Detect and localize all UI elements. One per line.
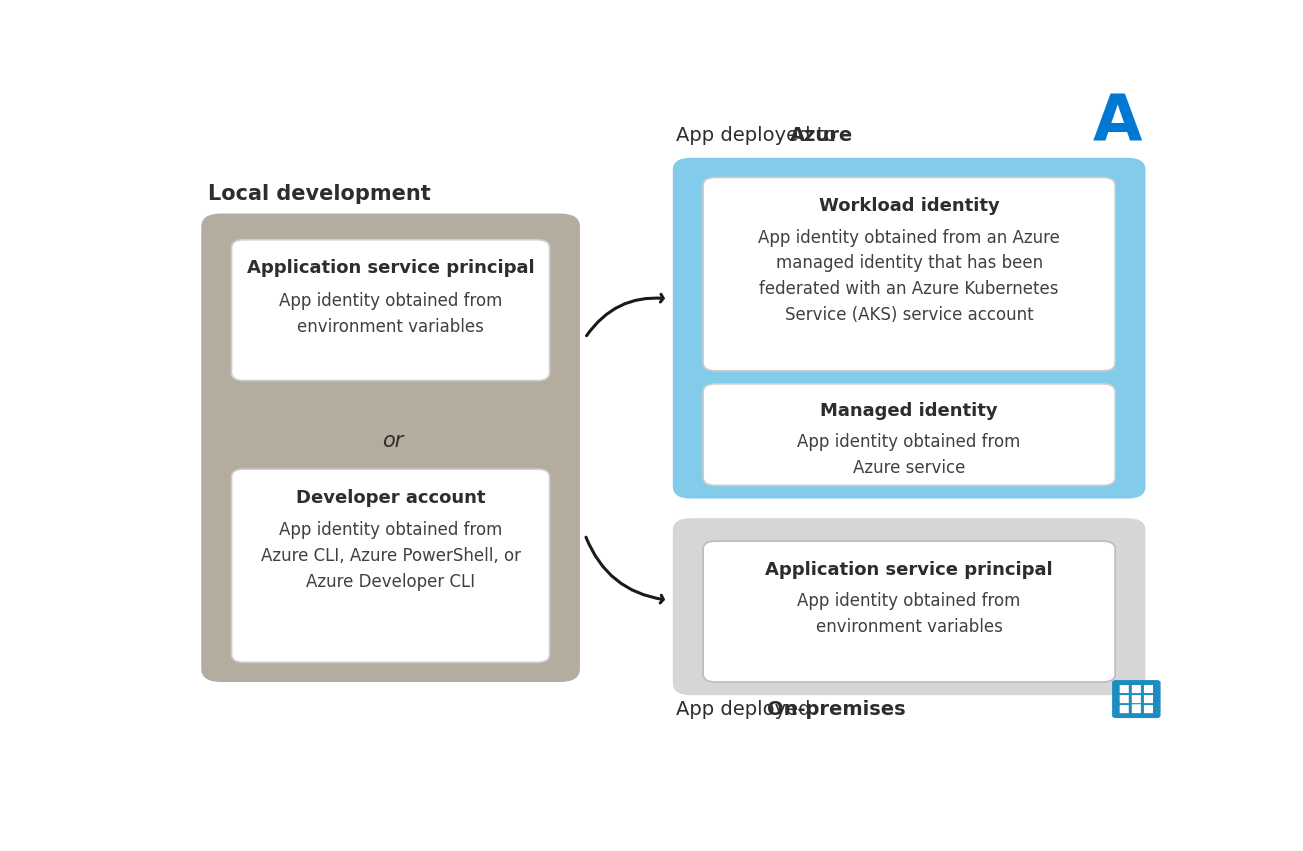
FancyBboxPatch shape [1132,695,1141,703]
Text: App identity obtained from an Azure
managed identity that has been
federated wit: App identity obtained from an Azure mana… [758,229,1061,323]
Text: A: A [1092,93,1141,155]
FancyBboxPatch shape [1144,705,1153,713]
FancyBboxPatch shape [1113,680,1161,718]
FancyBboxPatch shape [1132,685,1141,693]
Text: or: or [382,431,404,451]
FancyBboxPatch shape [1132,705,1141,713]
Text: App identity obtained from
Azure service: App identity obtained from Azure service [797,433,1020,477]
FancyBboxPatch shape [1144,685,1153,693]
Text: Local development: Local development [208,184,431,203]
FancyBboxPatch shape [1119,705,1128,713]
FancyBboxPatch shape [672,157,1145,499]
Text: Managed identity: Managed identity [821,403,998,420]
FancyBboxPatch shape [1144,695,1153,703]
Text: App deployed to: App deployed to [676,126,843,145]
Text: App identity obtained from
Azure CLI, Azure PowerShell, or
Azure Developer CLI: App identity obtained from Azure CLI, Az… [261,522,521,591]
FancyBboxPatch shape [201,214,580,682]
FancyBboxPatch shape [704,541,1115,682]
Text: Developer account: Developer account [296,488,485,506]
Text: On-premises: On-premises [766,700,906,719]
Text: Azure: Azure [790,126,853,145]
Text: Application service principal: Application service principal [765,561,1053,579]
FancyBboxPatch shape [1119,695,1128,703]
FancyBboxPatch shape [232,469,550,662]
FancyBboxPatch shape [672,518,1145,695]
Text: App identity obtained from
environment variables: App identity obtained from environment v… [279,292,502,336]
Text: Application service principal: Application service principal [246,260,534,277]
Text: App deployed: App deployed [676,700,817,719]
Text: App identity obtained from
environment variables: App identity obtained from environment v… [797,592,1020,636]
FancyBboxPatch shape [1119,685,1128,693]
Text: Workload identity: Workload identity [818,197,999,215]
FancyBboxPatch shape [704,178,1115,371]
FancyBboxPatch shape [704,384,1115,485]
FancyBboxPatch shape [232,240,550,380]
